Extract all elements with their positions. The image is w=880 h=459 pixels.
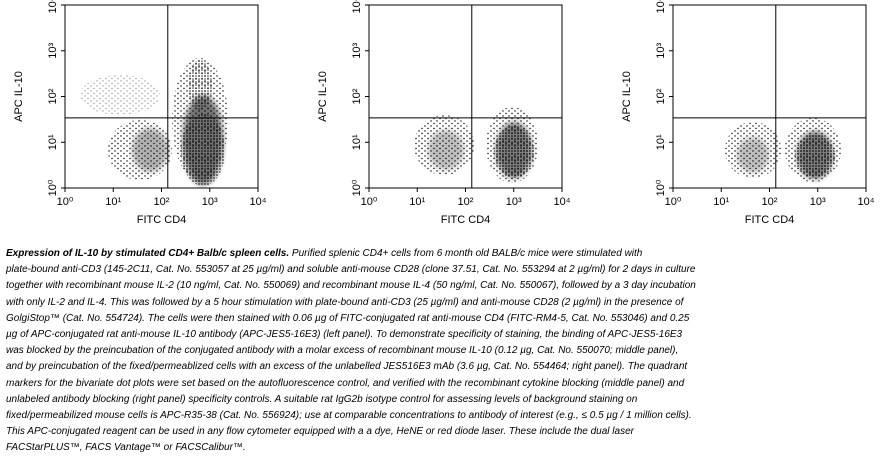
- caption-text: plate-bound anti-CD3 (145-2C11, Cat. No.…: [6, 264, 696, 276]
- dot-cloud: [414, 107, 538, 183]
- x-tick-label: 10⁴: [554, 196, 571, 208]
- x-tick-label: 10⁰: [665, 196, 682, 208]
- y-tick-label: 10⁴: [351, 0, 363, 13]
- caption-line: fixed/permeabilized mouse cells is APC-R…: [6, 408, 876, 424]
- dot-cloud: [725, 118, 841, 182]
- y-tick-label: 10²: [351, 88, 363, 104]
- dot-plot: 10⁰ 10¹ 10² 10³ 10⁴ 10⁰ 10¹ 10² 10³ 10⁴ FITC CD4 AP…: [13, 0, 267, 226]
- y-axis-label: APC IL-10: [13, 71, 25, 122]
- caption-text: GolgiStop™ (Cat. No. 554724). The cells …: [6, 312, 690, 324]
- y-axis-label: APC IL-10: [317, 71, 329, 122]
- y-tick-label: 10¹: [351, 134, 363, 150]
- y-tick-label: 10⁴: [47, 0, 59, 13]
- x-tick-label: 10⁴: [250, 196, 267, 208]
- x-tick-label: 10²: [154, 196, 170, 208]
- caption-text: This APC-conjugated reagent can be used …: [6, 426, 634, 438]
- caption-line: unlabeled antibody blocking (right panel…: [6, 392, 876, 408]
- caption-line: µg of APC-conjugated rat anti-mouse IL-1…: [6, 327, 876, 343]
- y-tick-label: 10¹: [47, 134, 59, 150]
- caption-line: plate-bound anti-CD3 (145-2C11, Cat. No.…: [6, 262, 876, 278]
- caption-lead: Expression of IL-10 by stimulated CD4+ B…: [6, 248, 290, 259]
- caption-text: together with recombinant mouse IL-2 (10…: [6, 280, 696, 292]
- x-tick-label: 10⁰: [57, 196, 74, 208]
- x-tick-label: 10¹: [105, 196, 121, 208]
- caption-text: and by preincubation of the fixed/permea…: [6, 361, 688, 373]
- caption-line: markers for the bivariate dot plots were…: [6, 376, 876, 392]
- x-axis-label: FITC CD4: [745, 214, 795, 226]
- y-axis-label: APC IL-10: [621, 71, 633, 122]
- x-tick-label: 10²: [458, 196, 474, 208]
- caption-line: GolgiStop™ (Cat. No. 554724). The cells …: [6, 311, 876, 327]
- x-tick-label: 10³: [202, 196, 218, 208]
- caption-text: markers for the bivariate dot plots were…: [6, 377, 685, 389]
- x-tick-label: 10³: [506, 196, 522, 208]
- dot-plot: 10⁰ 10¹ 10² 10³ 10⁴ 10⁰ 10¹ 10² 10³ 10⁴ FITC CD4 AP…: [317, 0, 571, 226]
- y-tick-label: 10²: [655, 88, 667, 104]
- x-tick-label: 10³: [810, 196, 826, 208]
- caption-text: unlabeled antibody blocking (right panel…: [6, 393, 638, 405]
- x-tick-label: 10¹: [713, 196, 729, 208]
- y-tick-label: 10³: [655, 42, 667, 58]
- caption-line: was blocked by the preincubation of the …: [6, 343, 876, 359]
- y-tick-label: 10³: [47, 42, 59, 58]
- x-axis-label: FITC CD4: [137, 214, 187, 226]
- caption-line: FACStarPLUS™, FACS Vantage™ or FACSCalib…: [6, 440, 876, 456]
- y-tick-label: 10⁰: [655, 179, 667, 196]
- caption-text: Purified splenic CD4+ cells from 6 month…: [289, 248, 643, 259]
- caption-text: fixed/permeabilized mouse cells is APC-R…: [6, 410, 692, 422]
- x-axis-label: FITC CD4: [441, 214, 491, 226]
- dot-cloud: [80, 58, 228, 186]
- caption-line: Expression of IL-10 by stimulated CD4+ B…: [6, 246, 876, 262]
- caption-text: µg of APC-conjugated rat anti-mouse IL-1…: [6, 329, 683, 341]
- y-tick-label: 10¹: [655, 134, 667, 150]
- y-tick-label: 10⁰: [351, 179, 363, 196]
- y-tick-label: 10⁰: [47, 179, 59, 196]
- dot-plot: 10⁰ 10¹ 10² 10³ 10⁴ 10⁰ 10¹ 10² 10³ 10⁴ FITC CD4 AP…: [621, 0, 875, 226]
- caption-text: with only IL-2 and IL-4. This was follow…: [6, 296, 684, 308]
- caption-line: together with recombinant mouse IL-2 (10…: [6, 278, 876, 294]
- caption-line: with only IL-2 and IL-4. This was follow…: [6, 295, 876, 311]
- x-tick-label: 10⁴: [858, 196, 875, 208]
- caption-line: and by preincubation of the fixed/permea…: [6, 359, 876, 375]
- x-tick-label: 10⁰: [361, 196, 378, 208]
- y-tick-label: 10⁴: [655, 0, 667, 13]
- x-tick-label: 10²: [762, 196, 778, 208]
- caption-text: FACStarPLUS™, FACS Vantage™ or FACSCalib…: [6, 442, 246, 454]
- caption-text: was blocked by the preincubation of the …: [6, 345, 679, 357]
- caption-line: This APC-conjugated reagent can be used …: [6, 424, 876, 440]
- x-tick-label: 10¹: [409, 196, 425, 208]
- y-tick-label: 10³: [351, 42, 363, 58]
- y-tick-label: 10²: [47, 88, 59, 104]
- caption: Expression of IL-10 by stimulated CD4+ B…: [6, 246, 876, 457]
